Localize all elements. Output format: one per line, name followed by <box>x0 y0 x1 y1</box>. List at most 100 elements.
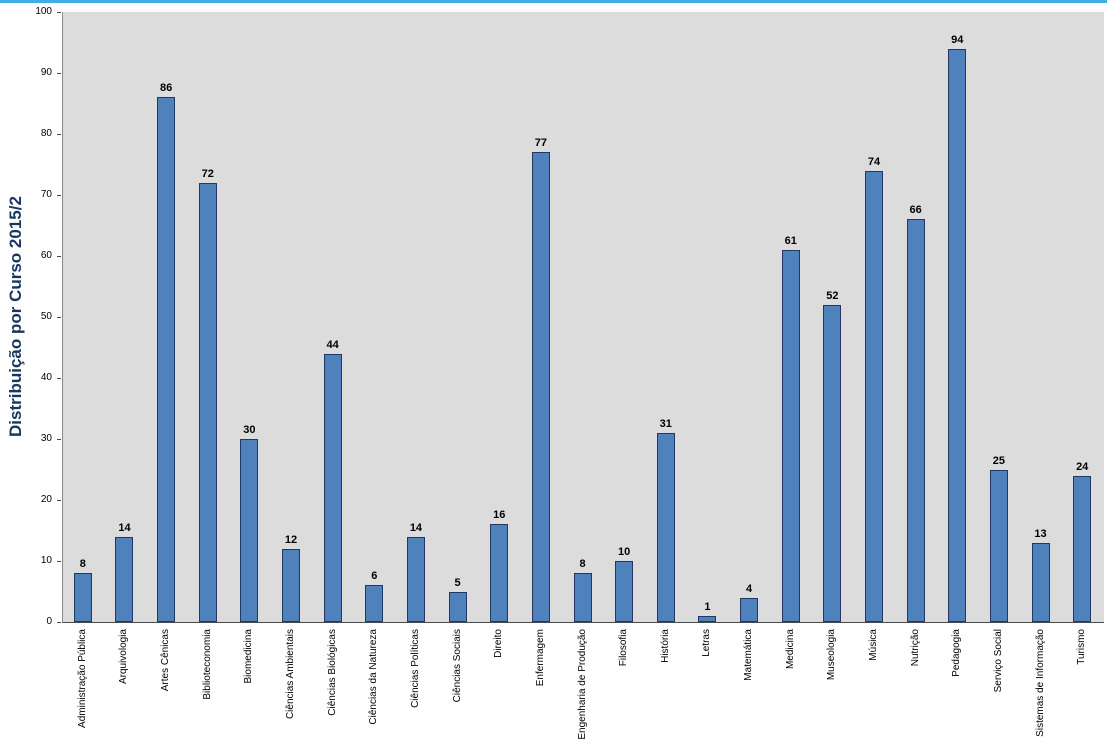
x-label-slot: Turismo <box>1061 629 1103 748</box>
x-axis-label: Música <box>867 629 879 661</box>
x-label-slot: Ciências Ambientais <box>270 629 312 748</box>
bar-slot: 61 <box>770 12 812 622</box>
bar <box>656 432 675 622</box>
y-tick-label: 100 <box>35 6 52 17</box>
bar <box>73 573 92 622</box>
bar <box>198 182 217 622</box>
x-label-slot: Administração Pública <box>62 629 104 748</box>
bar <box>490 524 509 622</box>
bar-value-label: 61 <box>784 234 797 247</box>
y-tick-mark <box>57 378 61 379</box>
bar <box>115 536 134 622</box>
x-label-slot: Ciências Biológicas <box>312 629 354 748</box>
bar-slot: 14 <box>104 12 146 622</box>
bar-slot: 24 <box>1061 12 1103 622</box>
bar-slot: 72 <box>187 12 229 622</box>
bar-value-label: 24 <box>1076 460 1089 473</box>
y-tick-mark <box>57 134 61 135</box>
y-tick-mark <box>57 500 61 501</box>
bar-value-label: 13 <box>1034 527 1047 540</box>
bar <box>448 591 467 622</box>
bar <box>573 573 592 622</box>
bar-slot: 5 <box>437 12 479 622</box>
bar <box>948 48 967 622</box>
y-tick-label: 90 <box>40 67 52 78</box>
bar-value-label: 14 <box>409 521 423 534</box>
bar-slot: 14 <box>395 12 437 622</box>
bar <box>781 249 800 622</box>
x-axis-label: Artes Cênicas <box>160 629 172 692</box>
y-tick-label: 40 <box>40 372 52 383</box>
bar-value-label: 94 <box>951 33 964 46</box>
x-axis-labels: Administração Pública Arquivologia Artes C… <box>62 629 1103 748</box>
y-tick-mark <box>57 195 61 196</box>
bar <box>615 561 634 622</box>
x-axis-label: Arquivologia <box>118 629 130 685</box>
bar-value-label: 12 <box>284 533 298 546</box>
x-axis-label: Ciências Sociais <box>451 629 463 703</box>
x-label-slot: Ciências da Natureza <box>353 629 395 748</box>
bar <box>864 170 883 622</box>
x-axis-label: Biomedicina <box>243 629 255 684</box>
y-tick-label: 0 <box>46 616 52 627</box>
y-tick-mark <box>57 561 61 562</box>
bar-value-label: 72 <box>201 167 214 180</box>
x-axis-label: Filosofia <box>618 629 630 667</box>
bar-slot: 16 <box>478 12 520 622</box>
bar-value-label: 8 <box>79 558 86 571</box>
bar-slot: 12 <box>270 12 312 622</box>
x-axis-label: Engenharia de Produção <box>576 629 588 740</box>
y-tick-mark <box>57 73 61 74</box>
bar-value-label: 86 <box>159 82 173 95</box>
y-tick-mark <box>57 622 61 623</box>
x-label-slot: Biomedicina <box>229 629 271 748</box>
bar-value-label: 31 <box>659 417 672 430</box>
bar-value-label: 30 <box>243 424 256 436</box>
bar-slot: 66 <box>895 12 937 622</box>
bar-slot: 44 <box>312 12 354 622</box>
bar <box>989 469 1008 622</box>
x-axis-label: Serviço Social <box>992 629 1004 693</box>
bar <box>406 536 425 622</box>
x-axis-label: Museologia <box>826 629 838 681</box>
bar <box>1073 475 1092 622</box>
bar-slot: 8 <box>62 12 104 622</box>
bar-slot: 25 <box>978 12 1020 622</box>
x-label-slot: Ciências Políticas <box>395 629 437 748</box>
bar-value-label: 4 <box>746 582 753 595</box>
bar-slot: 4 <box>728 12 770 622</box>
bar-slot: 86 <box>145 12 187 622</box>
bar-slot: 74 <box>853 12 895 622</box>
bar-slot: 94 <box>936 12 978 622</box>
x-axis-label: Administração Pública <box>76 629 88 728</box>
x-label-slot: Artes Cênicas <box>145 629 187 748</box>
x-axis-label: Biblioteconomia <box>201 629 213 700</box>
x-axis-label: Ciências da Natureza <box>368 629 380 725</box>
bar-value-label: 8 <box>579 558 586 571</box>
bar-value-label: 25 <box>992 454 1006 467</box>
y-tick-label: 30 <box>40 433 52 444</box>
x-label-slot: Nutrição <box>895 629 937 748</box>
x-axis-label: Sistemas de Informação <box>1034 629 1046 737</box>
x-axis-label: Turismo <box>1076 629 1088 665</box>
x-label-slot: Matemática <box>728 629 770 748</box>
x-label-slot: História <box>645 629 687 748</box>
x-axis-label: Enfermagem <box>534 629 546 687</box>
x-label-slot: Letras <box>687 629 729 748</box>
bar-value-label: 74 <box>867 155 881 168</box>
bar-slot: 30 <box>229 12 271 622</box>
x-axis-label: Ciências Biológicas <box>326 629 338 716</box>
x-axis-label: Pedagogia <box>951 629 963 677</box>
y-tick-label: 20 <box>40 494 52 505</box>
bars-container: 8 14 86 72 30 12 44 6 14 5 16 77 8 10 31 1 4 61 52 74 66 94 25… <box>62 12 1103 622</box>
x-axis-label: História <box>659 629 671 663</box>
y-tick-label: 50 <box>40 311 52 322</box>
bar-value-label: 14 <box>118 521 131 534</box>
y-tick-mark <box>57 12 61 13</box>
x-label-slot: Enfermagem <box>520 629 562 748</box>
y-tick-label: 70 <box>40 189 52 200</box>
bar-value-label: 5 <box>454 576 461 589</box>
plot-area <box>62 12 1104 623</box>
bar <box>365 585 384 622</box>
